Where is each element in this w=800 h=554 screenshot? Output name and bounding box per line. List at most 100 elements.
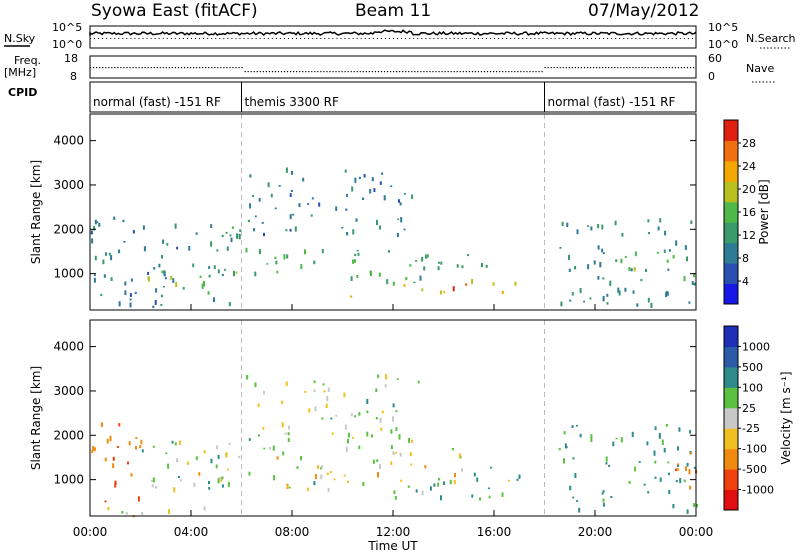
velocity-cell (282, 451, 285, 456)
frequency-dot (674, 67, 676, 69)
frequency-dot (444, 71, 446, 73)
velocity-cell (227, 481, 230, 487)
frequency-dot (244, 71, 246, 73)
power-colorbar-tick: 24 (742, 160, 756, 173)
power-cell (609, 280, 612, 286)
noise-search-dot (631, 38, 633, 39)
frequency-dot (241, 67, 243, 69)
noise-search-dot (574, 38, 576, 39)
power-cell (628, 267, 631, 271)
power-cell (615, 259, 618, 262)
power-cell (583, 300, 586, 303)
noise-search-dot (195, 38, 197, 39)
power-cell (154, 299, 157, 305)
frequency-dot (383, 71, 386, 73)
frequency-dot (656, 67, 658, 69)
power-cell (618, 290, 621, 296)
power-cell (311, 197, 314, 200)
velocity-colorbar-swatch (724, 469, 738, 491)
power-cell (274, 256, 277, 260)
frequency-dot (614, 67, 616, 69)
velocity-cell (263, 390, 265, 395)
power-cell (601, 248, 604, 253)
power-cell (122, 219, 125, 223)
frequency-dot (129, 67, 131, 69)
noise-trace (89, 29, 697, 37)
frequency-dot (577, 67, 580, 69)
power-cell (617, 287, 620, 293)
frequency-dot (111, 67, 113, 69)
velocity-cell (350, 413, 353, 417)
velocity-cell (574, 473, 577, 478)
noise-search-dot (146, 38, 148, 39)
velocity-cell (438, 477, 441, 481)
power-cell (247, 219, 250, 223)
power-cell (225, 231, 228, 234)
power-cell (307, 203, 310, 205)
power-cell (124, 281, 127, 286)
velocity-cell (686, 509, 689, 514)
velocity-cell (286, 485, 289, 489)
velocity-cell (410, 463, 413, 466)
velocity-cell (654, 426, 657, 431)
power-cell (421, 288, 424, 292)
noise-search-dot (453, 38, 455, 39)
velocity-cell (272, 445, 275, 451)
noise-search-dot (191, 38, 192, 39)
velocity-cell (395, 410, 398, 413)
power-colorbar-tick: 4 (742, 275, 749, 288)
power-cell (579, 288, 582, 294)
power-cell (199, 275, 202, 278)
velocity-cell (173, 487, 176, 493)
velocity-cell (576, 500, 579, 502)
power-cell (465, 283, 468, 286)
power-cell (593, 260, 596, 265)
power-cell (93, 225, 96, 231)
noise-search-dot (388, 38, 390, 39)
noise-search-dot (114, 38, 116, 39)
cpid-panel: CPID normal (fast) -151 RF themis 3300 RF… (8, 81, 697, 113)
velocity-cell (686, 462, 689, 467)
power-cell (425, 254, 428, 259)
velocity-colorbar-tick: 500 (742, 361, 763, 374)
noise-search-dot (489, 38, 491, 39)
power-cell (217, 269, 220, 274)
power-cell (346, 232, 349, 236)
frequency-dot (256, 71, 258, 73)
frequency-dot (556, 67, 558, 69)
power-cell (213, 265, 216, 270)
velocity-cell (634, 466, 637, 472)
frequency-dot (314, 71, 316, 73)
velocity-cell (558, 447, 561, 451)
frequency-dot (105, 67, 107, 69)
power-cell (275, 260, 278, 265)
power-cell (576, 229, 579, 235)
velocity-cell (688, 469, 691, 475)
power-cell (201, 283, 204, 289)
cpid-segment-label: normal (fast) -151 RF (548, 95, 676, 109)
date-title: 07/May/2012 (588, 1, 700, 21)
frequency-dot (411, 71, 413, 73)
velocity-cell (409, 452, 412, 457)
noise-search-dot (243, 38, 245, 39)
power-cell (485, 264, 488, 268)
frequency-dot (208, 67, 210, 69)
power-cell (438, 261, 440, 264)
velocity-y-tick: 1000 (53, 473, 84, 487)
velocity-cell (433, 483, 436, 487)
noise-search-dot (611, 38, 613, 39)
station-title: Syowa East (fitACF) (91, 1, 258, 21)
velocity-colorbar-swatch (724, 448, 738, 470)
power-cell (134, 291, 137, 295)
x-tick-label: 04:00 (174, 525, 209, 539)
power-cell (614, 220, 617, 226)
frequency-dot (456, 71, 458, 73)
power-cell (437, 266, 440, 271)
frequency-dot (605, 67, 607, 69)
power-cell (353, 259, 356, 263)
velocity-cell (141, 449, 144, 453)
velocity-cell (321, 465, 323, 469)
power-cell (379, 225, 381, 230)
velocity-cell (114, 482, 117, 488)
power-y-tick: 1000 (53, 267, 84, 281)
